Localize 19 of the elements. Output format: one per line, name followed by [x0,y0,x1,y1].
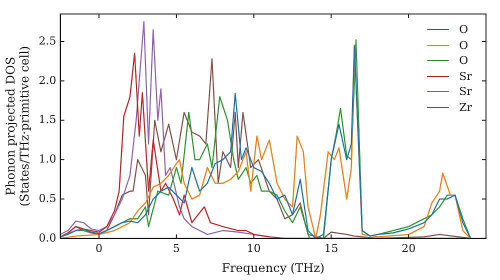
x-tick-label: 0 [95,242,102,255]
x-tick-label: 15 [324,242,338,255]
x-tick-label: 20 [402,242,416,255]
y-tick-label: 0.0 [38,231,56,244]
legend-label: Zr [459,100,472,114]
x-tick-label: 5 [172,242,180,255]
legend-label: Sr [459,70,472,83]
y-tick-label: 2.0 [38,74,56,87]
y-tick-label: 0.5 [38,192,56,205]
y-tick-label: 2.5 [38,34,56,48]
legend-label: O [459,38,468,52]
x-axis-title: Frequency (THz) [222,260,325,275]
y-tick-label: 1.0 [38,152,56,166]
legend-label: O [459,54,468,68]
legend-label: Sr [459,85,472,98]
legend-label: O [459,23,468,36]
x-tick-label: 10 [246,242,261,255]
y-tick-label: 1.5 [38,113,56,126]
y-axis-title: Phonon projected DOS (States/THz·primitive cell) [3,46,32,207]
